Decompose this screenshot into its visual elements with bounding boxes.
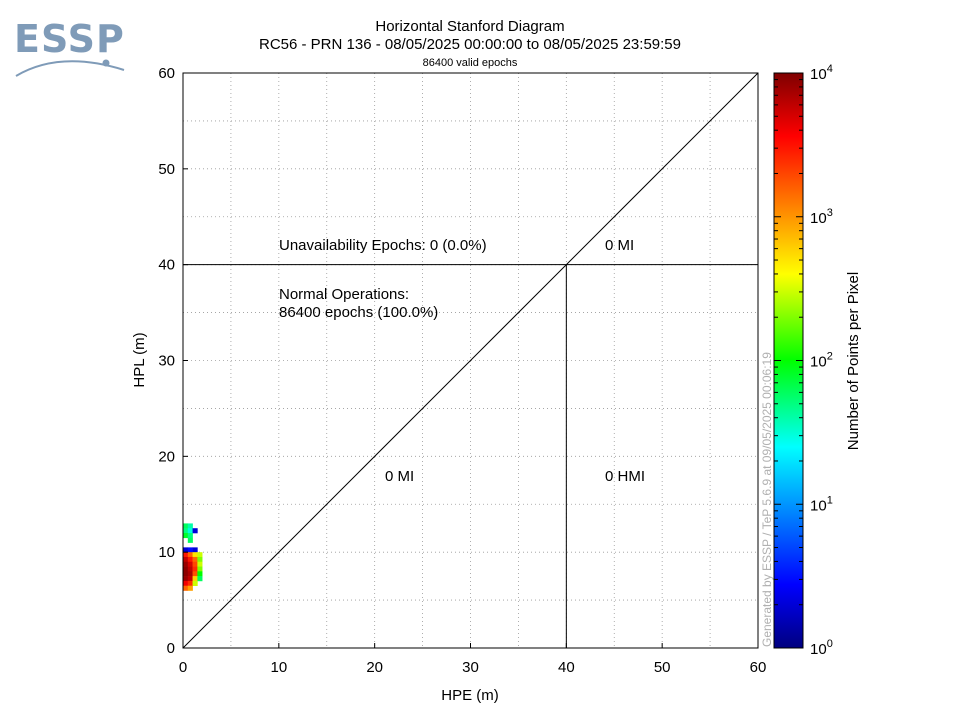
x-axis-label: HPE (m) [441,687,499,704]
heatmap-cell [192,571,198,577]
colorbar-tick-label: 102 [810,351,833,371]
heatmap-cell [183,561,189,567]
heatmap-cell [197,552,203,558]
x-tick-label: 50 [654,659,671,676]
y-tick-labels: 0 10 20 30 40 50 60 [158,65,188,657]
x-tick-labels: 0 10 20 30 40 50 60 [179,643,767,676]
colorbar-tick-label: 103 [810,207,833,227]
chart-subtitle: RC56 - PRN 136 - 08/05/2025 00:00:00 to … [259,36,681,53]
essp-logo-text: ESSP [14,17,125,61]
heatmap-cell [192,528,198,534]
heatmap-cell [187,523,193,529]
normal-ops-annotation-line2: 86400 epochs (100.0%) [279,304,438,321]
x-tick-label: 10 [270,659,287,676]
y-tick-label: 40 [158,257,175,274]
unavailability-annotation: Unavailability Epochs: 0 (0.0%) [279,237,487,254]
heatmap-cell [197,561,203,567]
y-tick-label: 30 [158,353,175,370]
heatmap-cell [187,561,193,567]
heatmap-cell [183,585,189,591]
heatmap-cell [192,580,198,587]
heatmap-cell [192,561,198,567]
heatmap-cell [197,556,203,563]
heatmap-cell [187,585,193,591]
heatmap-cell [183,528,189,534]
heatmap-cell [192,566,198,572]
heatmap-cell [197,576,203,582]
heatmap-cell [187,552,193,558]
y-tick-label: 20 [158,448,175,465]
diagonal-line [182,72,759,649]
colorbar-label: Number of Points per Pixel [845,272,862,450]
y-tick-label: 10 [158,544,175,561]
heatmap-cell [187,580,193,587]
heatmap-cell [187,528,193,534]
y-tick-label: 50 [158,161,175,178]
colorbar-tick-label: 104 [810,63,833,83]
chart-title: Horizontal Stanford Diagram [375,18,564,35]
heatmap-cell [187,537,193,543]
heatmap-cell [192,556,198,563]
chart-note: 86400 valid epochs [423,57,518,69]
heatmap-cell [183,566,189,572]
heatmap-cell [183,576,189,582]
heatmap-cells [183,523,203,591]
x-tick-label: 30 [462,659,479,676]
heatmap-cell [192,547,198,553]
heatmap-cell [192,552,198,558]
heatmap-cell [183,556,189,563]
heatmap-cell [187,566,193,572]
normal-ops-annotation-line1: Normal Operations: [279,286,409,303]
heatmap-cell [192,576,198,582]
heatmap-cell [187,547,193,553]
hmi-annotation: 0 HMI [605,468,645,485]
x-tick-label: 60 [750,659,767,676]
x-tick-label: 20 [366,659,383,676]
logo-dot [102,59,110,67]
x-tick-label: 40 [558,659,575,676]
colorbar-tick-label: 101 [810,494,833,514]
heatmap-cell [197,571,203,577]
colorbar-ticks: 100 101 102 103 104 [774,63,833,658]
heatmap-cell [183,580,189,587]
heatmap-cell [187,556,193,563]
heatmap-cell [187,533,193,539]
mi-upper-annotation: 0 MI [605,237,634,254]
generated-watermark: Generated by ESSP / TeP 5.6.9 at 09/05/2… [760,352,774,647]
colorbar-tick-label: 100 [810,638,833,658]
essp-logo: ESSP [14,17,125,77]
heatmap-cell [183,571,189,577]
x-tick-label: 0 [179,659,187,676]
y-tick-label: 60 [158,65,175,82]
y-tick-label: 0 [167,640,175,657]
y-axis-label: HPL (m) [131,332,148,387]
logo-swoosh [15,60,125,77]
mi-lower-annotation: 0 MI [385,468,414,485]
heatmap-cell [197,566,203,572]
heatmap-cell [187,576,193,582]
heatmap-cell [183,547,189,553]
heatmap-cell [187,571,193,577]
heatmap-cell [183,552,189,558]
heatmap-cell [183,523,189,529]
heatmap-cell [183,533,189,539]
